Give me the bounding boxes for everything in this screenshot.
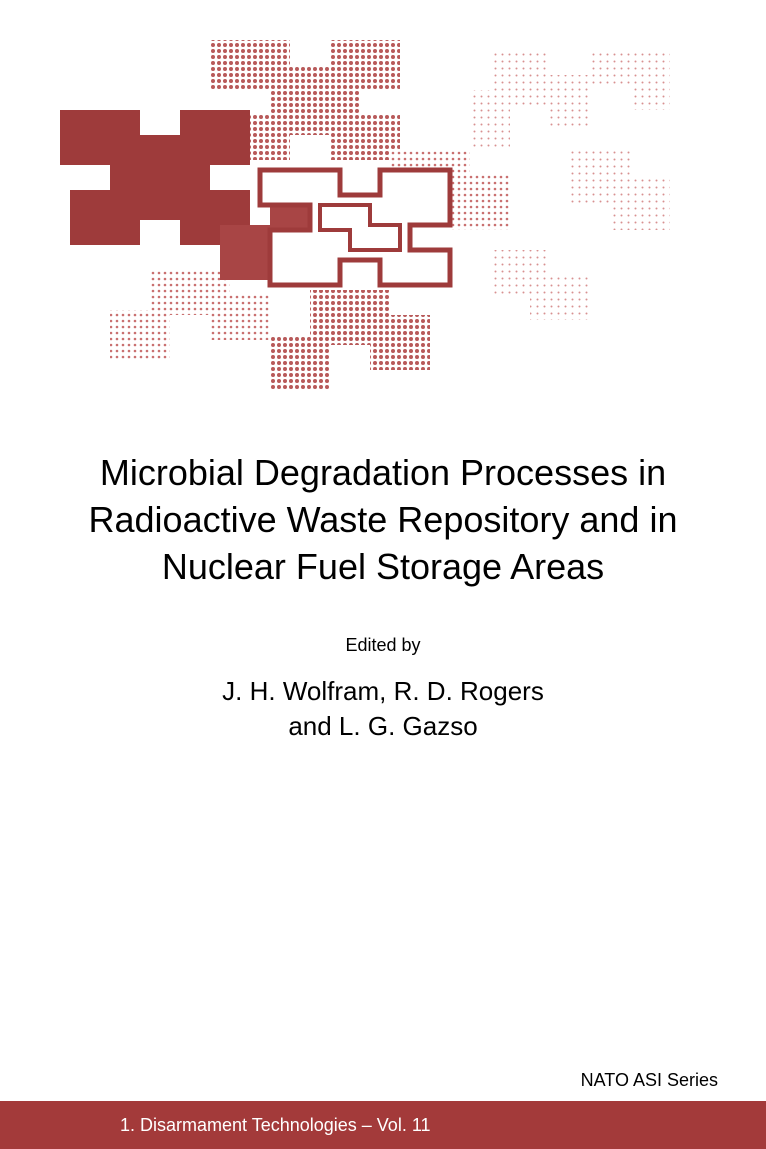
edited-by-label: Edited by [0, 635, 766, 656]
cover-graphic [0, 0, 766, 410]
puzzle-pattern [30, 30, 730, 410]
authors-line-2: and L. G. Gazso [0, 709, 766, 744]
band-text: 1. Disarmament Technologies – Vol. 11 [120, 1115, 431, 1136]
book-title: Microbial Degradation Processes in Radio… [60, 450, 706, 590]
series-label: NATO ASI Series [581, 1070, 718, 1091]
title-block: Microbial Degradation Processes in Radio… [0, 450, 766, 590]
credits-block: Edited by J. H. Wolfram, R. D. Rogers an… [0, 635, 766, 744]
series-band: 1. Disarmament Technologies – Vol. 11 [0, 1101, 766, 1149]
authors-line-1: J. H. Wolfram, R. D. Rogers [0, 674, 766, 709]
